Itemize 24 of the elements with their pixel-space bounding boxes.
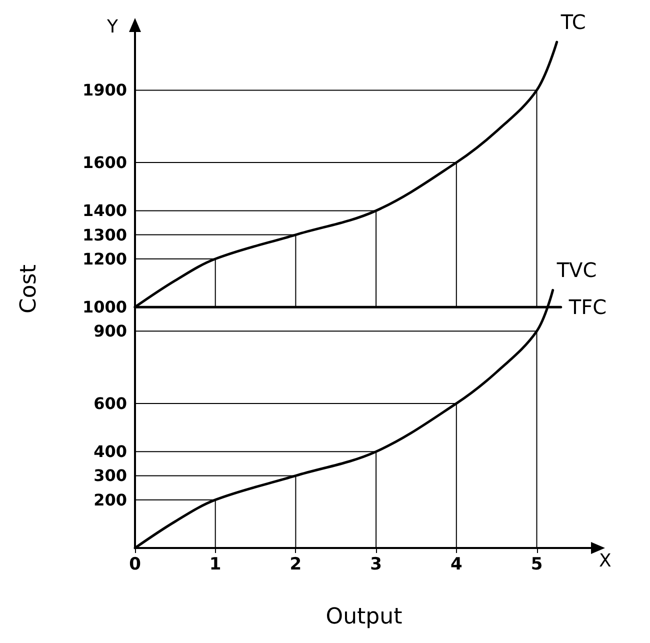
series-label: TFC [568,295,607,320]
y-tick-label: 400 [94,442,127,462]
y-tick-label: 1300 [82,225,127,244]
series-label: TC [560,10,586,34]
series-label: TVC [556,258,597,282]
y-tick-label: 1600 [82,153,127,172]
x-tick-label: 4 [450,554,462,574]
x-tick-label: 0 [129,554,142,574]
text: X [599,550,612,572]
y-tick-label: 1000 [82,298,127,317]
y-tick-label: 200 [94,490,127,510]
x-tick-label: 2 [290,554,302,574]
x-tick-label: 1 [209,554,222,574]
y-tick-label: 1900 [82,80,127,100]
y-axis-title: Cost [16,264,42,314]
x-axis-title: Output [326,604,403,630]
y-tick-label: 1400 [82,201,127,220]
text: Y [106,16,119,38]
y-tick-label: 900 [94,322,127,341]
y-tick-label: 600 [94,394,127,413]
y-tick-label: 1200 [82,249,127,268]
y-tick-label: 300 [94,466,127,486]
x-tick-label: 3 [370,554,382,574]
x-tick-label: 5 [530,554,543,574]
